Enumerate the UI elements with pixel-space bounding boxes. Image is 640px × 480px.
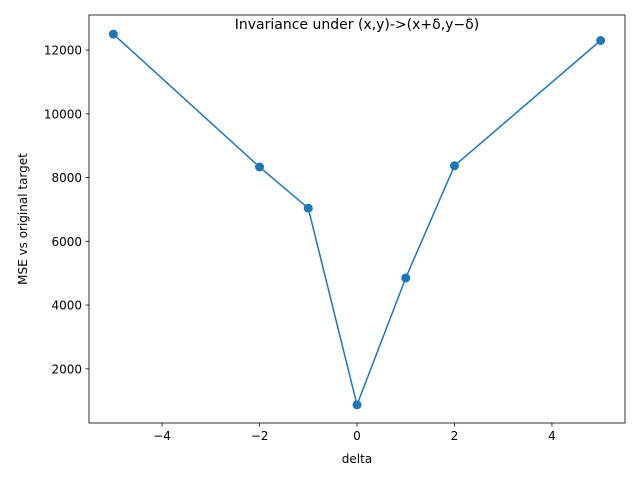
x-axis-label: delta — [342, 452, 372, 466]
y-tick-label: 6000 — [51, 235, 82, 249]
y-axis-ticks: 2000 4000 6000 8000 10000 12000 — [44, 44, 89, 376]
data-point — [108, 29, 118, 39]
axes: −4 −2 0 2 4 2000 4000 6000 8000 10000 12000 — [44, 14, 626, 443]
x-tick-label: 0 — [353, 429, 361, 443]
y-tick-label: 12000 — [44, 44, 82, 58]
data-point — [596, 36, 606, 45]
y-axis-label: MSE vs original target — [16, 153, 30, 285]
y-tick-label: 2000 — [51, 362, 82, 376]
data-point — [255, 162, 265, 172]
x-tick-label: 2 — [451, 429, 459, 443]
x-tick-label: −4 — [153, 429, 171, 443]
x-tick-label: −2 — [251, 429, 269, 443]
data-point — [449, 161, 459, 171]
data-point — [401, 273, 411, 283]
x-tick-label: 4 — [548, 429, 556, 443]
data-series — [108, 29, 606, 410]
y-tick-label: 10000 — [44, 107, 82, 121]
y-tick-label: 8000 — [51, 171, 82, 185]
data-point — [352, 400, 362, 410]
y-tick-label: 4000 — [51, 299, 82, 313]
chart-title: Invariance under (x,y)->(x+δ,y−δ) — [235, 17, 479, 33]
data-point — [303, 203, 313, 213]
x-axis-ticks: −4 −2 0 2 4 — [153, 423, 556, 443]
